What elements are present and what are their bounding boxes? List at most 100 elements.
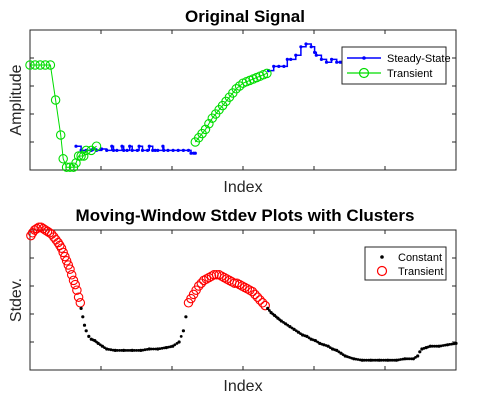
data-point-constant <box>124 349 128 352</box>
data-point-constant <box>399 358 402 361</box>
data-point-steady-state <box>272 64 276 68</box>
data-point-constant <box>126 349 130 352</box>
data-point-transient <box>200 124 211 135</box>
data-point-constant <box>380 358 383 362</box>
data-point-constant <box>145 348 149 351</box>
data-point-constant <box>392 358 396 362</box>
legend: Constant Transient <box>364 246 447 281</box>
data-point-constant <box>373 358 377 362</box>
data-point-transient <box>75 298 86 308</box>
data-point-constant <box>371 358 375 362</box>
data-point-constant <box>266 306 270 310</box>
series-constant <box>79 306 458 362</box>
data-point-constant <box>103 346 106 349</box>
data-point-steady-state <box>162 148 166 152</box>
data-point-transient <box>25 60 35 70</box>
data-point-steady-state <box>304 42 308 46</box>
data-point-transient <box>61 256 72 266</box>
data-point-constant <box>339 351 343 355</box>
data-point-constant <box>173 343 177 347</box>
data-point-transient <box>234 279 245 290</box>
legend-box <box>364 246 447 281</box>
data-point-constant <box>420 347 424 351</box>
data-point-transient <box>71 158 81 168</box>
data-point-constant <box>95 340 98 344</box>
chart-original-signal: Original Signal Index Amplitude Steady-S… <box>8 7 457 196</box>
data-point-steady-state <box>161 144 165 148</box>
data-point-transient <box>66 270 77 280</box>
legend-label-constant: Constant <box>398 252 442 264</box>
data-point-constant <box>422 346 426 350</box>
data-point-constant <box>320 342 324 346</box>
data-point-transient <box>193 281 204 291</box>
data-point-constant <box>346 355 349 359</box>
data-point-constant <box>111 348 115 352</box>
data-point-constant <box>91 338 95 342</box>
x-axis-label: Index <box>223 378 262 395</box>
data-point-steady-state <box>289 57 293 62</box>
data-point-constant <box>98 343 102 347</box>
data-point-steady-state <box>299 45 303 49</box>
data-point-constant <box>169 345 173 349</box>
data-point-constant <box>341 353 345 356</box>
data-point-constant <box>137 349 141 352</box>
data-point-constant <box>443 343 447 347</box>
data-point-constant <box>292 327 296 331</box>
legend-label-steady-state: Steady-State <box>387 53 451 65</box>
data-point-constant <box>268 309 271 312</box>
data-point-constant <box>175 342 179 345</box>
data-point-constant <box>407 357 411 361</box>
data-point-constant <box>118 349 121 352</box>
legend-marker-constant <box>380 255 384 259</box>
data-point-transient <box>242 284 253 294</box>
data-point-constant <box>162 346 166 350</box>
data-point-constant <box>401 357 405 361</box>
data-point-constant <box>122 348 126 352</box>
data-point-constant <box>307 336 311 340</box>
data-point-constant <box>311 338 315 342</box>
data-point-steady-state <box>176 148 180 152</box>
data-point-steady-state <box>105 148 109 152</box>
data-point-transient <box>53 237 63 248</box>
data-point-constant <box>150 347 153 351</box>
data-point-transient <box>56 243 67 253</box>
data-point-steady-state <box>122 148 126 152</box>
data-point-constant <box>435 344 439 348</box>
data-point-constant <box>130 348 134 352</box>
series-transient <box>25 60 272 172</box>
data-point-steady-state <box>128 144 132 148</box>
data-point-transient <box>222 274 232 284</box>
data-point-transient <box>76 151 86 161</box>
data-point-steady-state <box>171 148 175 152</box>
data-point-steady-state <box>285 57 289 62</box>
data-point-constant <box>418 350 422 354</box>
data-point-constant <box>354 357 358 361</box>
data-point-steady-state <box>135 148 139 152</box>
data-point-transient <box>68 275 79 286</box>
legend-box <box>341 46 447 85</box>
data-point-constant <box>439 344 443 348</box>
data-point-constant <box>414 356 417 359</box>
data-point-transient <box>255 295 265 305</box>
data-layer <box>26 222 458 362</box>
data-point-transient <box>257 298 268 308</box>
data-point-steady-state <box>186 148 191 152</box>
chart-title: Original Signal <box>185 7 305 26</box>
data-point-constant <box>284 322 288 326</box>
data-point-constant <box>120 349 123 352</box>
data-point-transient <box>239 282 250 293</box>
data-point-constant <box>288 325 292 329</box>
data-point-constant <box>324 344 328 347</box>
data-point-transient <box>50 95 61 105</box>
data-point-steady-state <box>314 53 318 57</box>
data-point-transient <box>35 60 45 70</box>
series-line-steady-state <box>76 145 196 154</box>
data-point-transient <box>65 264 75 274</box>
data-point-transient <box>70 279 80 290</box>
data-point-constant <box>278 318 281 321</box>
data-point-steady-state <box>335 60 339 64</box>
data-point-steady-state <box>313 50 317 55</box>
data-point-constant <box>386 358 390 362</box>
data-point-constant <box>343 354 347 358</box>
data-point-constant <box>135 349 138 352</box>
